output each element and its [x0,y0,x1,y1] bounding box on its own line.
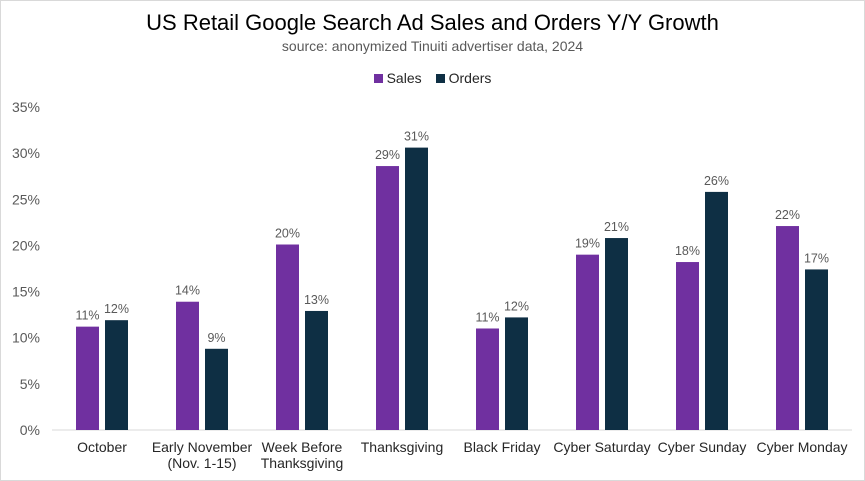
bar-sales [576,254,599,430]
legend-swatch-orders [435,73,445,83]
x-tick-label: Cyber Sunday [658,439,747,455]
bar-orders [705,191,728,430]
data-label-sales: 14% [175,284,200,298]
data-label-sales: 11% [475,310,499,324]
legend-swatch-sales [373,73,383,83]
y-tick-label: 30% [12,145,40,161]
x-tick-label: Cyber Saturday [553,439,650,455]
x-tick-label: (Nov. 1-15) [168,455,237,471]
data-label-orders: 9% [207,331,225,345]
bar-orders [805,269,828,430]
bar-orders [605,238,628,430]
y-tick-label: 5% [20,376,40,392]
legend-item-sales: Sales [373,70,422,86]
legend: Sales Orders [0,70,865,86]
y-tick-label: 20% [12,237,40,253]
bar-sales [676,262,699,430]
bar-sales [176,301,199,430]
x-tick-label: Thanksgiving [361,439,444,455]
bar-sales [276,244,299,430]
data-label-sales: 20% [275,227,300,241]
bar-sales [376,166,399,430]
data-label-orders: 26% [704,174,729,188]
bar-orders [305,310,328,430]
bar-sales [476,328,499,430]
bar-sales [76,326,99,430]
data-label-orders: 12% [104,302,129,316]
x-tick-label: Thanksgiving [261,455,344,471]
data-label-sales: 18% [675,244,700,258]
x-tick-label: Week Before [262,439,343,455]
bar-orders [405,147,428,430]
bar-orders [505,317,528,430]
chart-title: US Retail Google Search Ad Sales and Ord… [146,10,719,35]
chart-subtitle: source: anonymized Tinuiti advertiser da… [281,38,584,54]
bar-sales [776,226,799,430]
data-label-sales: 22% [775,208,800,222]
x-tick-label: October [77,439,127,455]
bar-orders [105,320,128,430]
data-label-orders: 21% [604,220,629,234]
y-tick-label: 25% [12,191,40,207]
legend-item-orders: Orders [435,70,492,86]
y-tick-label: 0% [20,422,40,438]
data-label-orders: 12% [504,299,529,313]
y-tick-label: 10% [12,330,40,346]
x-tick-label: Cyber Monday [756,439,847,455]
y-tick-label: 15% [12,284,40,300]
x-tick-label: Early November [152,439,253,455]
y-tick-label: 35% [12,99,40,115]
data-label-orders: 31% [404,130,429,144]
x-tick-label: Black Friday [463,439,540,455]
data-label-orders: 17% [804,251,829,265]
bar-orders [205,348,228,430]
data-label-sales: 19% [575,237,600,251]
data-label-sales: 11% [75,309,99,323]
legend-label-orders: Orders [448,70,492,86]
data-label-orders: 13% [304,293,329,307]
legend-label-sales: Sales [386,70,422,86]
data-label-sales: 29% [375,148,400,162]
